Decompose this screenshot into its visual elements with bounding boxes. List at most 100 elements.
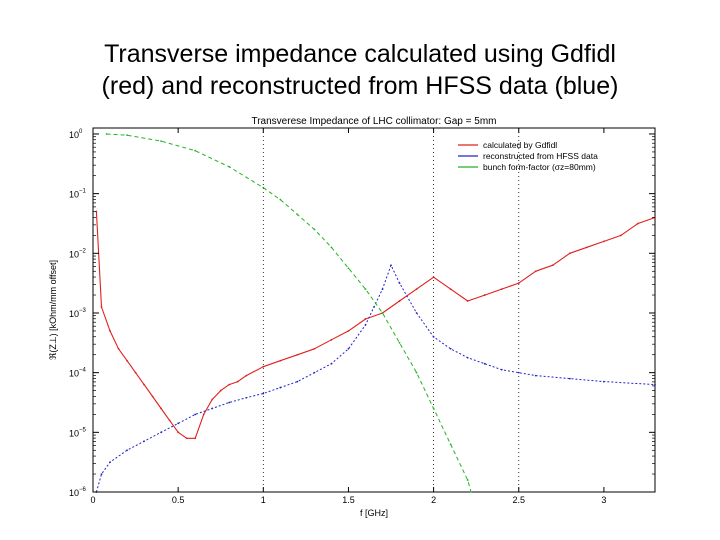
x-tick-label: 3 (601, 495, 606, 505)
series-3-point (347, 267, 350, 270)
x-axis-label: f [GHz] (360, 508, 388, 518)
legend-label: reconstructed from HFSS data (483, 151, 598, 161)
series-1-point (466, 300, 469, 302)
series-1-point (313, 347, 316, 350)
series-2-point (245, 396, 248, 399)
y-tick-label: 10−1 (69, 189, 87, 200)
series-1-point (236, 380, 239, 383)
series-2-point (347, 347, 350, 350)
series-1-point (585, 246, 588, 249)
chart-title: Transverese Impedance of LHC collimator:… (251, 116, 496, 127)
y-tick-label: 10−3 (69, 308, 87, 319)
series-1-point (551, 264, 554, 267)
y-tick-label: 10−4 (69, 368, 87, 379)
legend-label: bunch form-factor (σz=80mm) (483, 162, 596, 172)
series-2-point (262, 392, 265, 395)
series-2-point (568, 377, 571, 380)
series-2-point (390, 264, 392, 267)
series-1-point (219, 389, 222, 392)
series-1-point (279, 359, 282, 362)
series-1-point (177, 431, 180, 434)
series-1-point (143, 383, 145, 386)
series-2-point (143, 440, 145, 443)
series-1-point (637, 222, 639, 225)
series-1-point (415, 288, 418, 291)
series-1-point (296, 353, 299, 356)
series-1-point (126, 359, 128, 362)
series-2-point (177, 422, 180, 425)
series-3-point (470, 491, 472, 493)
series-2-point (415, 312, 418, 314)
x-tick-label: 2 (431, 495, 436, 505)
x-tick-label: 0 (90, 495, 95, 505)
series-3-point (364, 288, 367, 291)
series-1-point (168, 419, 171, 422)
series-3-point (466, 479, 469, 481)
y-axis-label: ℜ(Z⊥) [kOhm/mm offset] (48, 260, 58, 360)
x-tick-label: 2.5 (512, 495, 525, 505)
series-1-point (95, 210, 98, 213)
series-line-2 (95, 264, 656, 493)
series-1-point (151, 395, 154, 398)
series-1-point (347, 329, 350, 332)
series-2-point (517, 371, 520, 374)
series-1-point (449, 288, 452, 291)
series-1-point (364, 318, 367, 320)
series-3-point (398, 341, 401, 344)
series-3-point (449, 443, 452, 446)
series-2-point (100, 473, 103, 475)
series-2-point (432, 335, 435, 338)
series-2-point (313, 371, 316, 374)
series-1-point (620, 234, 622, 237)
series-2-point (654, 383, 656, 386)
series-3-point (105, 133, 108, 135)
series-1-point (100, 306, 103, 308)
series-1-point (202, 413, 205, 416)
series-2-point (398, 282, 401, 285)
series-1-point (432, 276, 435, 279)
series-3-point (432, 407, 435, 410)
x-tick-label: 1 (261, 495, 266, 505)
series-1-point (228, 383, 231, 386)
series-2-point (500, 368, 503, 371)
series-2-point (194, 413, 197, 416)
series-1-point (517, 282, 520, 285)
series-1-point (211, 398, 214, 401)
series-3-point (313, 228, 316, 231)
series-2-point (160, 431, 163, 434)
x-tick-label: 0.5 (172, 495, 185, 505)
slide-title-line-2: (red) and reconstructed from HFSS data (… (101, 72, 619, 100)
legend-label: calculated by Gdfidl (483, 140, 557, 150)
series-3-point (381, 312, 384, 314)
series-1-point (568, 252, 571, 255)
y-tick-label: 10−6 (69, 487, 87, 498)
x-tick-label: 1.5 (342, 495, 355, 505)
series-1-point (262, 365, 265, 368)
y-tick-label: 100 (69, 129, 83, 140)
series-3-point (279, 198, 282, 201)
series-2-point (466, 356, 469, 359)
series-1-point (134, 371, 137, 374)
series-1-point (245, 374, 248, 377)
slide-title-line-1: Transverse impedance calculated using Gd… (104, 40, 616, 68)
series-2-point (381, 288, 384, 291)
series-1-point (603, 240, 605, 243)
series-2-point (279, 386, 282, 389)
series-3-point (160, 140, 163, 143)
series-3-point (330, 246, 333, 249)
series-1-point (500, 288, 503, 291)
series-1-point (160, 407, 163, 410)
series-3-point (228, 165, 231, 168)
series-2-point (603, 380, 605, 383)
series-1-point (185, 437, 188, 440)
series-2-point (449, 347, 452, 350)
series-2-point (534, 374, 537, 377)
series-1-point (483, 294, 486, 296)
series-3-point (126, 134, 128, 137)
series-1-point (398, 300, 401, 302)
series-2-point (126, 449, 128, 452)
y-tick-label: 10−5 (69, 427, 87, 438)
series-1-point (330, 338, 333, 341)
series-1-point (109, 329, 111, 332)
